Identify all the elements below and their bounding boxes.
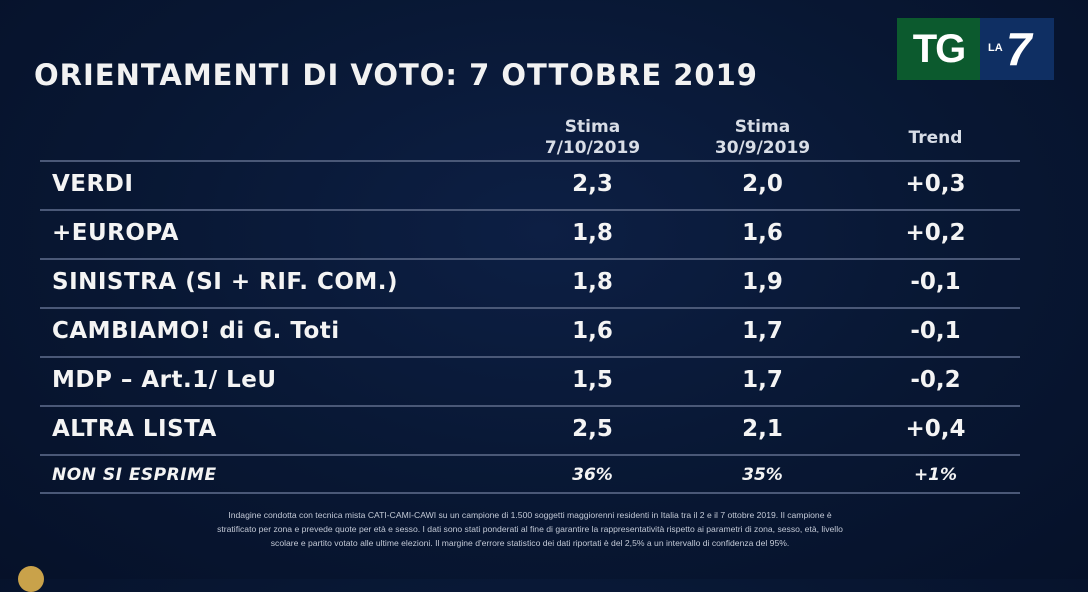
column-header-trend: Trend [868,128,1003,149]
column-header-current-line2: 7/10/2019 [544,138,641,158]
logo-la7: LA 7 [980,18,1054,80]
cell-trend: +0,4 [905,416,966,442]
row-label: VERDI [52,171,134,197]
logo-tg: TG [897,18,980,80]
poll-table: VERDI 2,3 2,0 +0,3 +EUROPA 1,8 1,6 +0,2 … [40,160,1020,494]
cell-previous: 1,7 [742,318,783,344]
table-row: ALTRA LISTA 2,5 2,1 +0,4 [40,405,1020,454]
table-row: MDP – Art.1/ LeU 1,5 1,7 -0,2 [40,356,1020,405]
column-header-previous-line1: Stima [734,117,791,137]
cell-current: 2,5 [572,416,613,442]
logo-la: LA [988,42,1003,54]
table-row: CAMBIAMO! di G. Toti 1,6 1,7 -0,1 [40,307,1020,356]
cell-current: 1,8 [572,220,613,246]
cell-current: 1,5 [572,367,613,393]
table-row: SINISTRA (SI + RIF. COM.) 1,8 1,9 -0,1 [40,258,1020,307]
methodology-footnote: Indagine condotta con tecnica mista CATI… [40,508,1020,550]
row-label: MDP – Art.1/ LeU [52,367,277,393]
cell-current: 1,8 [572,269,613,295]
cell-trend: -0,1 [910,318,961,344]
corner-badge-icon [18,566,44,592]
page-title: ORIENTAMENTI DI VOTO: 7 OTTOBRE 2019 [34,58,758,92]
table-row: +EUROPA 1,8 1,6 +0,2 [40,209,1020,258]
column-header-trend-line1: Trend [908,128,963,148]
row-label: NON SI ESPRIME [52,465,217,485]
row-label: ALTRA LISTA [52,416,217,442]
row-label: +EUROPA [52,220,179,246]
column-header-current: Stima 7/10/2019 [520,117,665,159]
cell-previous: 2,1 [742,416,783,442]
cell-previous: 2,0 [742,171,783,197]
cell-previous: 1,9 [742,269,783,295]
cell-current: 1,6 [572,318,613,344]
row-label: SINISTRA (SI + RIF. COM.) [52,269,399,295]
cell-trend: +0,3 [905,171,966,197]
cell-previous: 1,6 [742,220,783,246]
cell-current: 36% [572,465,613,485]
footnote-line: Indagine condotta con tecnica mista CATI… [228,510,832,520]
footnote-line: scolare e partito votato alle ultime ele… [270,538,790,548]
cell-trend: +0,2 [905,220,966,246]
column-header-current-line1: Stima [564,117,621,137]
footnote-line: stratificato per zona e prevede quote pe… [217,524,843,534]
tg-la7-logo: TG LA 7 [897,18,1054,80]
cell-trend: -0,1 [910,269,961,295]
row-label: CAMBIAMO! di G. Toti [52,318,340,344]
logo-seven: 7 [1006,23,1032,75]
column-header-previous: Stima 30/9/2019 [690,117,835,159]
table-row-non-si-esprime: NON SI ESPRIME 36% 35% +1% [40,454,1020,494]
column-header-previous-line2: 30/9/2019 [714,138,811,158]
cell-trend: +1% [913,465,958,485]
cell-trend: -0,2 [910,367,961,393]
cell-previous: 1,7 [742,367,783,393]
cell-previous: 35% [742,465,783,485]
table-row: VERDI 2,3 2,0 +0,3 [40,160,1020,209]
cell-current: 2,3 [572,171,613,197]
